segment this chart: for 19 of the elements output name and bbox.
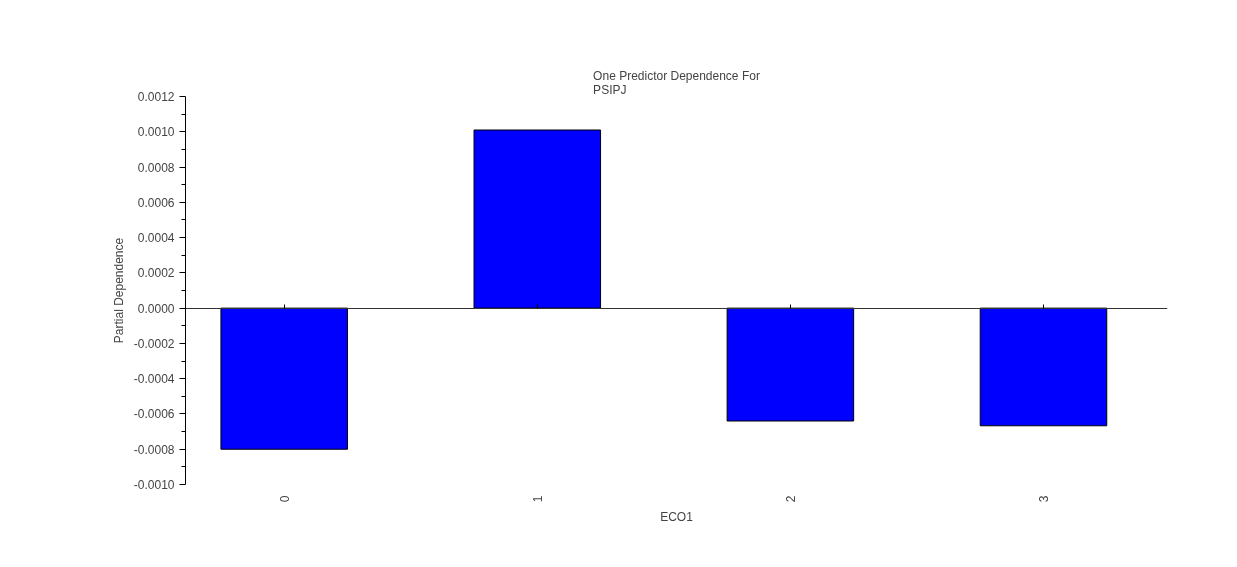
y-axis-title: Partial Dependence — [111, 237, 126, 344]
chart-title: One Predictor Dependence For PSIPJ — [593, 68, 760, 97]
y-tick-label: 0.0006 — [137, 195, 175, 210]
y-tick-label: -0.0002 — [133, 336, 175, 351]
x-axis-title: ECO1 — [660, 510, 694, 525]
y-tick-label: 0.0000 — [137, 301, 175, 316]
y-tick-label: -0.0004 — [133, 372, 175, 387]
y-tick-label: 0.0012 — [137, 90, 175, 104]
y-tick-label: -0.0010 — [133, 478, 175, 492]
y-tick-label: -0.0008 — [133, 442, 175, 457]
y-tick-label: 0.0008 — [137, 160, 175, 175]
x-tick-label: 0 — [277, 495, 292, 503]
y-tick-label: 0.0002 — [137, 266, 175, 281]
x-tick-label: 2 — [783, 495, 798, 503]
y-tick-label: -0.0006 — [133, 407, 175, 422]
x-tick-label: 1 — [530, 495, 545, 503]
y-tick-label: 0.0010 — [137, 125, 175, 140]
x-tick-label: 3 — [1036, 495, 1051, 503]
y-tick-label: 0.0004 — [137, 231, 175, 246]
